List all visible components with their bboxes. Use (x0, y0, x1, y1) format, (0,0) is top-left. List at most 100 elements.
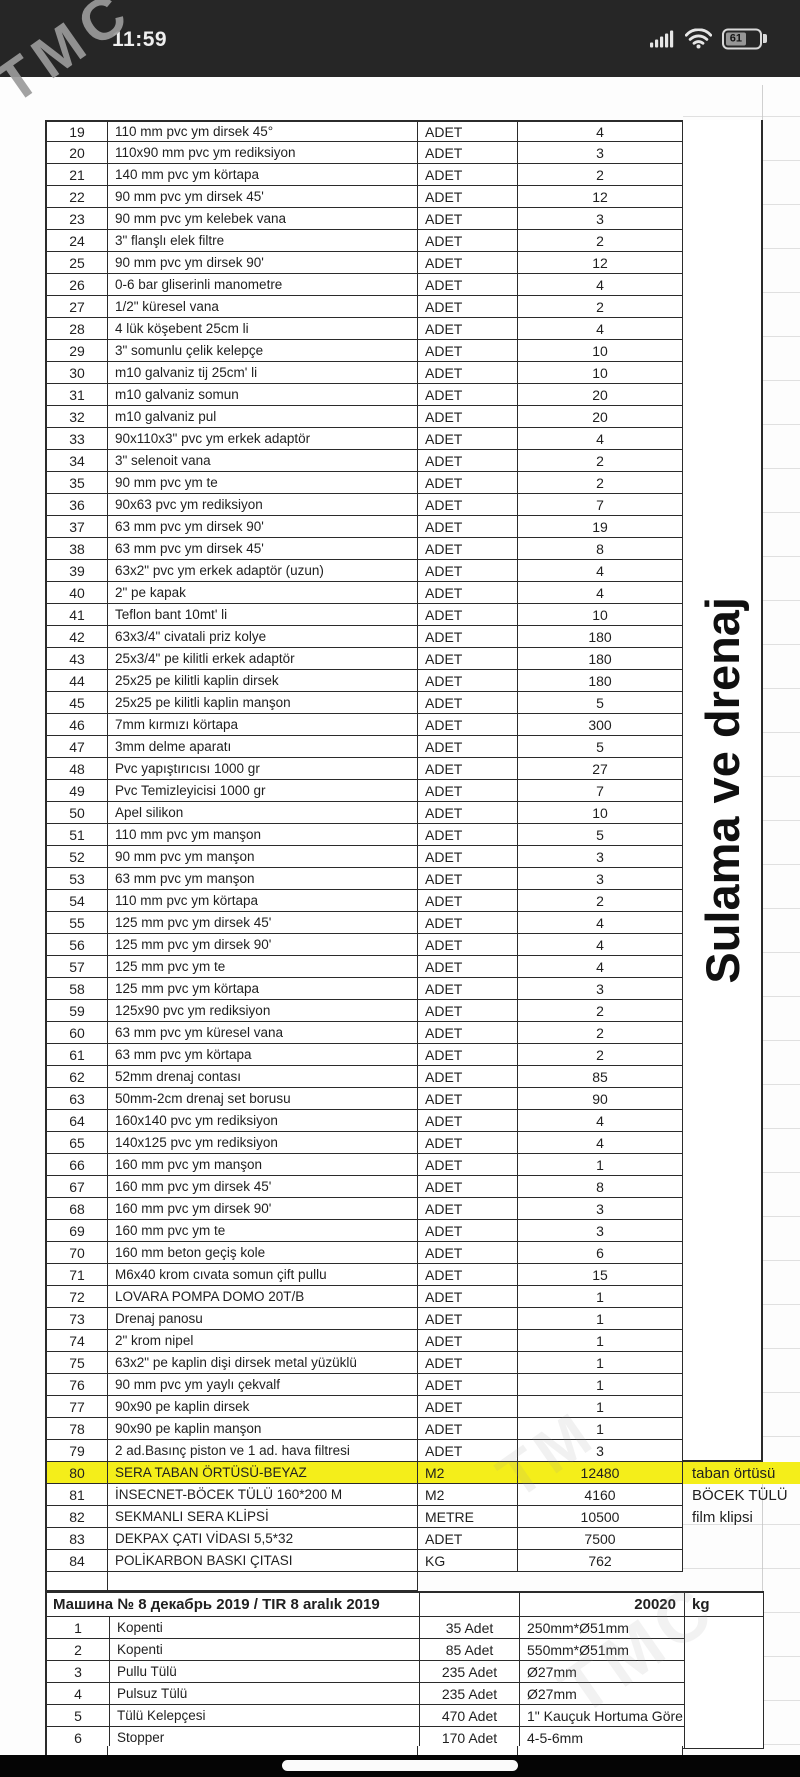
row-number-cell: 50 (45, 802, 108, 824)
row-number-cell: 5 (47, 1705, 110, 1727)
unit-cell: ADET (418, 824, 518, 846)
unit-cell: ADET (418, 230, 518, 252)
note-cell (683, 956, 800, 978)
quantity-cell: 2 (518, 472, 683, 494)
item-description-cell: Pulsuz Tülü (110, 1683, 420, 1705)
empty-cell (108, 1746, 418, 1755)
quantity-cell: 10500 (518, 1506, 683, 1528)
note-cell (683, 824, 800, 846)
note-cell (683, 494, 800, 516)
unit-cell: ADET (418, 758, 518, 780)
note-cell (683, 384, 800, 406)
note-cell (683, 1132, 800, 1154)
quantity-cell: 85 (518, 1066, 683, 1088)
quantity-cell: 2 (518, 1044, 683, 1066)
weight-unit-cell: kg (685, 1593, 764, 1617)
cellular-signal-icon (650, 30, 674, 47)
row-number-cell: 53 (45, 868, 108, 890)
quantity-cell: 4 (518, 582, 683, 604)
item-description-cell: m10 galvaniz tij 25cm' li (108, 362, 418, 384)
unit-cell: ADET (418, 1440, 518, 1462)
row-number-cell: 45 (45, 692, 108, 714)
quantity-cell: 4 (518, 956, 683, 978)
quantity-cell: 3 (518, 1220, 683, 1242)
unit-cell: ADET (418, 428, 518, 450)
unit-cell: ADET (418, 714, 518, 736)
quantity-cell: 20 (518, 384, 683, 406)
row-number-cell: 2 (47, 1639, 110, 1661)
unit-cell: ADET (418, 1242, 518, 1264)
quantity-cell: 20 (518, 406, 683, 428)
item-description-cell: Pullu Tülü (110, 1661, 420, 1683)
unit-cell: ADET (418, 780, 518, 802)
row-number-cell: 63 (45, 1088, 108, 1110)
quantity-cell: 3 (518, 1198, 683, 1220)
quantity-cell: 8 (518, 1176, 683, 1198)
note-cell (683, 692, 800, 714)
note-cell (683, 846, 800, 868)
clipped-partial-row (45, 1746, 685, 1755)
note-cell (683, 582, 800, 604)
item-description-cell: 63 mm pvc ym dirsek 90' (108, 516, 418, 538)
quantity-cell: 90 (518, 1088, 683, 1110)
row-number-cell: 1 (47, 1617, 110, 1639)
row-number-cell: 20 (45, 142, 108, 164)
quantity-cell: 8 (518, 538, 683, 560)
row-number-cell: 25 (45, 252, 108, 274)
unit-cell: ADET (418, 164, 518, 186)
unit-cell: ADET (418, 868, 518, 890)
row-number-cell: 35 (45, 472, 108, 494)
row-number-cell: 80 (45, 1462, 108, 1484)
note-cell (683, 230, 800, 252)
empty-cell (418, 1746, 518, 1755)
item-description-cell: DEKPAX ÇATI VİDASI 5,5*32 (108, 1528, 418, 1550)
unit-cell: ADET (418, 340, 518, 362)
row-number-cell: 65 (45, 1132, 108, 1154)
item-description-cell: 63 mm pvc ym manşon (108, 868, 418, 890)
quantity-cell: 4 (518, 1132, 683, 1154)
item-description-cell: Pvc Temizleyicisi 1000 gr (108, 780, 418, 802)
unit-cell: ADET (418, 1044, 518, 1066)
note-cell: taban örtüsü (683, 1462, 800, 1484)
item-description-cell: 90 mm pvc ym manşon (108, 846, 418, 868)
spreadsheet-photo: Sulama ve drenaj 19 110 mm pvc ym dirsek … (0, 77, 800, 1755)
unit-cell: ADET (418, 208, 518, 230)
item-description-cell: 90 mm pvc ym dirsek 45' (108, 186, 418, 208)
quantity-cell: 1 (518, 1374, 683, 1396)
unit-cell: ADET (418, 1330, 518, 1352)
item-description-cell: m10 galvaniz somun (108, 384, 418, 406)
item-description-cell: 125 mm pvc ym körtapa (108, 978, 418, 1000)
empty-cell (108, 1572, 418, 1591)
unit-cell: ADET (418, 912, 518, 934)
note-cell (683, 1286, 800, 1308)
unit-cell: M2 (418, 1484, 518, 1506)
item-description-cell: 160 mm pvc ym dirsek 45' (108, 1176, 418, 1198)
item-description-cell: 2 ad.Basınç piston ve 1 ad. hava filtres… (108, 1440, 418, 1462)
quantity-cell: 4 (518, 274, 683, 296)
quantity-cell: 1 (518, 1308, 683, 1330)
shipment-table: Машина № 8 декабрь 2019 / TIR 8 aralık 2… (45, 1591, 764, 1749)
item-description-cell: 3mm delme aparatı (108, 736, 418, 758)
row-number-cell: 74 (45, 1330, 108, 1352)
item-description-cell: Kopenti (110, 1617, 420, 1639)
note-cell (683, 890, 800, 912)
item-description-cell: 25x25 pe kilitli kaplin dirsek (108, 670, 418, 692)
note-cell (683, 274, 800, 296)
item-description-cell: 25x3/4" pe kilitli erkek adaptör (108, 648, 418, 670)
note-cell (683, 912, 800, 934)
item-description-cell: 90 mm pvc ym kelebek vana (108, 208, 418, 230)
quantity-cell: 5 (518, 824, 683, 846)
unit-cell: ADET (418, 802, 518, 824)
row-number-cell: 67 (45, 1176, 108, 1198)
note-cell (683, 538, 800, 560)
item-description-cell: 63x3/4" civatali priz kolye (108, 626, 418, 648)
quantity-cell: 4 (518, 120, 683, 142)
item-description-cell: 160 mm pvc ym te (108, 1220, 418, 1242)
unit-cell: ADET (418, 846, 518, 868)
home-indicator[interactable] (282, 1760, 518, 1771)
empty-merged-cell (685, 1617, 764, 1749)
note-cell (683, 362, 800, 384)
unit-cell: ADET (418, 406, 518, 428)
row-number-cell: 36 (45, 494, 108, 516)
